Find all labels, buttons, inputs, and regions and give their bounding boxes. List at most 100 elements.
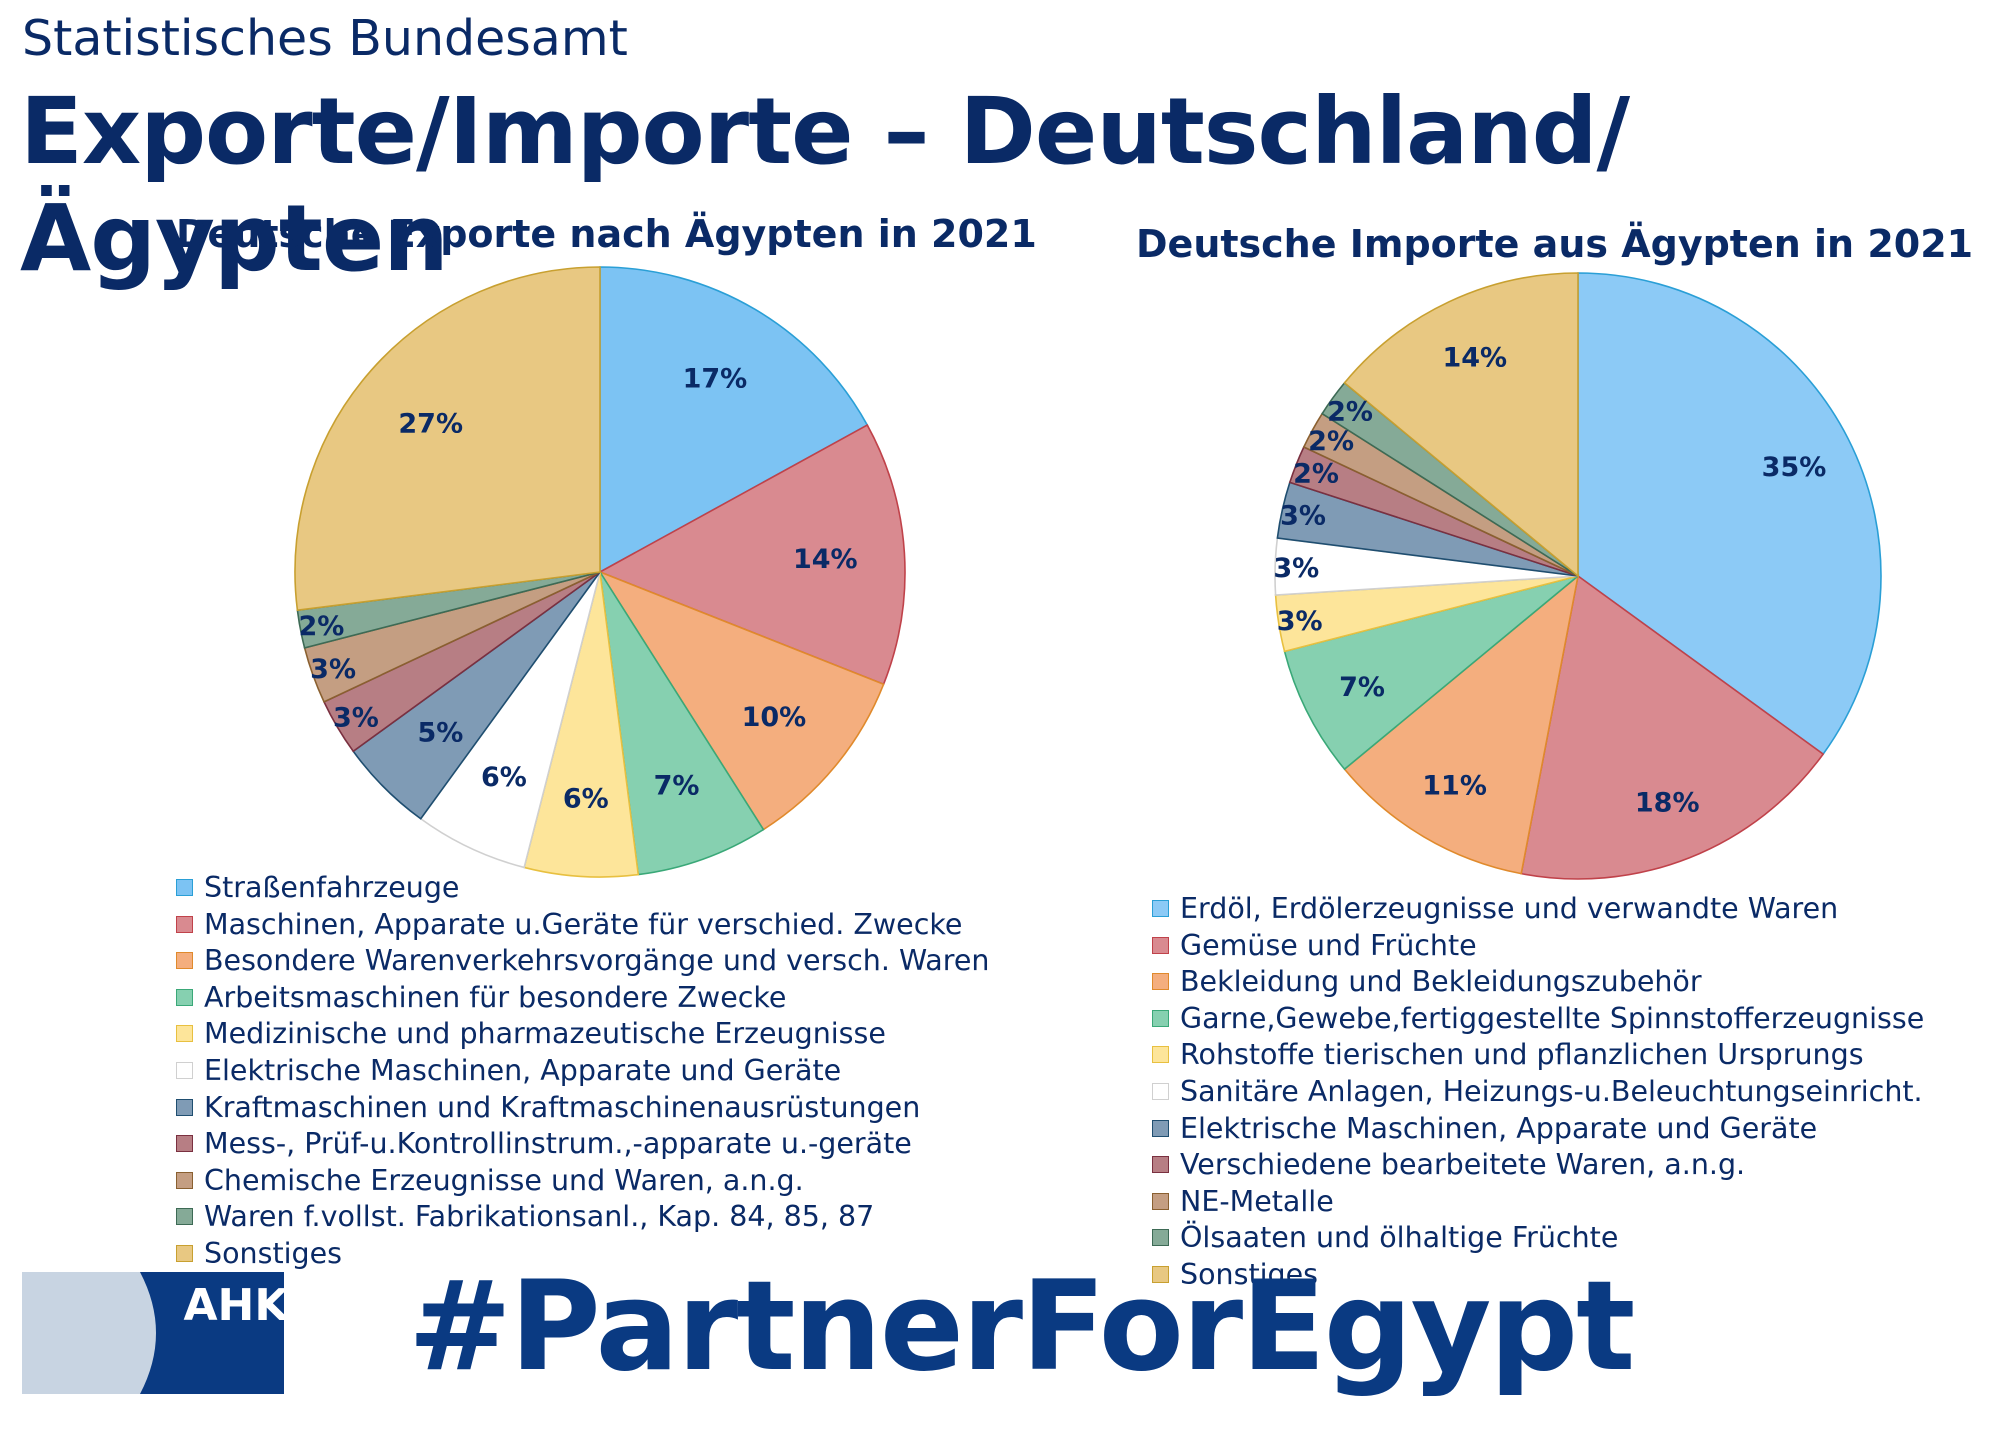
import-legend-label: Erdöl, Erdölerzeugnisse und verwandte Wa…: [1180, 892, 1839, 925]
export-legend-item: Waren f.vollst. Fabrikationsanl., Kap. 8…: [176, 1199, 989, 1236]
import-legend-item: Erdöl, Erdölerzeugnisse und verwandte Wa…: [1152, 891, 1924, 928]
import-legend-item: Bekleidung und Bekleidungszubehör: [1152, 964, 1924, 1001]
page-title: Exporte/Importe – Deutschland/Ägypten: [20, 78, 1630, 292]
export-slice-label: 6%: [563, 783, 609, 814]
import-legend-label: Ölsaaten und ölhaltige Früchte: [1180, 1221, 1619, 1255]
export-slice-straßenfahrzeuge: [599, 266, 869, 574]
export-chart-title: Deutsche Exporte nach Ägypten in 2021: [176, 212, 1037, 256]
import-legend-swatch: [1152, 1082, 1169, 1100]
export-slice-label: 17%: [683, 364, 748, 395]
import-slice-label: 3%: [1280, 501, 1326, 532]
import-legend-label: Elektrische Maschinen, Apparate und Gerä…: [1180, 1111, 1818, 1145]
import-slice-label: 7%: [1339, 672, 1385, 703]
export-legend-swatch: [176, 1135, 193, 1153]
export-legend-label: Maschinen, Apparate u.Geräte für verschi…: [204, 907, 963, 941]
import-legend-swatch: [1152, 973, 1169, 991]
import-legend-swatch: [1152, 1046, 1169, 1064]
export-legend-label: Medizinische und pharmazeutische Erzeugn…: [204, 1017, 886, 1051]
import-legend-label: Sanitäre Anlagen, Heizungs-u.Beleuchtung…: [1180, 1074, 1923, 1108]
export-legend-swatch: [176, 1171, 193, 1189]
export-legend-item: Besondere Warenverkehrsvorgänge und vers…: [176, 943, 989, 980]
import-slice-label: 18%: [1635, 787, 1700, 818]
export-legend-label: Mess-, Prüf-u.Kontrollinstrum.,-apparate…: [204, 1127, 912, 1161]
import-legend-label: Gemüse und Früchte: [1180, 928, 1477, 962]
import-slice-label: 2%: [1293, 458, 1339, 489]
export-legend-label: Waren f.vollst. Fabrikationsanl., Kap. 8…: [204, 1200, 875, 1234]
import-legend-label: Rohstoffe tierischen und pflanzlichen Ur…: [1180, 1038, 1864, 1072]
export-legend-swatch: [176, 1061, 193, 1079]
import-legend-swatch: [1152, 1009, 1169, 1027]
export-legend-swatch: [176, 1098, 193, 1116]
import-legend-label: Verschiedene bearbeitete Waren, a.n.g.: [1180, 1148, 1746, 1182]
export-slice-label: 27%: [398, 409, 463, 440]
import-legend-swatch: [1152, 1192, 1169, 1210]
export-slice-label: 3%: [310, 654, 356, 685]
export-legend-swatch: [176, 879, 193, 896]
export-legend-swatch: [176, 915, 193, 933]
import-legend-label: Sonstiges: [1180, 1257, 1319, 1291]
import-slice-label: 3%: [1277, 606, 1323, 637]
import-legend-swatch: [1152, 1156, 1169, 1174]
import-pie: 35%18%11%7%3%3%3%2%2%2%14%: [1273, 272, 1882, 880]
export-slice-arbeitsmaschinen-für-besondere-zwecke: [599, 571, 765, 876]
hashtag-slogan: #PartnerForEgypt: [408, 1255, 1635, 1399]
import-legend-item: NE-Metalle: [1152, 1184, 1924, 1221]
export-slice-maschinen-apparate-u-geräte-für-verschied-zwecke: [598, 423, 906, 686]
import-slice-label: 11%: [1422, 771, 1487, 802]
import-legend-item: Rohstoffe tierischen und pflanzlichen Ur…: [1152, 1037, 1924, 1074]
export-pie: 17% 14% 10% 7% 6% 6% 5% 3% 3% 2% 27%: [294, 266, 906, 878]
export-legend-swatch: [176, 1208, 193, 1226]
import-legend-item: Sanitäre Anlagen, Heizungs-u.Beleuchtung…: [1152, 1074, 1924, 1111]
export-legend-item: Sonstiges: [176, 1236, 989, 1273]
import-legend-item: Ölsaaten und ölhaltige Früchte: [1152, 1220, 1924, 1257]
import-legend-swatch: [1152, 900, 1169, 917]
import-slice-label: 14%: [1442, 343, 1507, 374]
import-slice-gemüse-und-früchte: [1520, 574, 1825, 880]
export-legend-label: Kraftmaschinen und Kraftmaschinenausrüst…: [204, 1090, 921, 1124]
export-slice-label: 6%: [481, 762, 527, 793]
export-slice-label: 7%: [654, 770, 700, 801]
import-legend-item: Gemüse und Früchte: [1152, 928, 1924, 965]
import-legend-item: Sonstiges: [1152, 1257, 1924, 1294]
export-legend-swatch: [176, 1244, 193, 1262]
ahk-logo: AHK: [22, 1272, 284, 1394]
export-legend-label: Chemische Erzeugnisse und Waren, a.n.g.: [204, 1163, 804, 1197]
export-slice-label: 14%: [793, 544, 858, 575]
export-legend-item: Elektrische Maschinen, Apparate und Gerä…: [176, 1053, 989, 1090]
export-legend-label: Sonstiges: [204, 1236, 343, 1270]
import-legend-swatch: [1152, 936, 1169, 954]
import-slice-label: 3%: [1273, 553, 1319, 584]
logo-text: AHK: [184, 1280, 284, 1331]
export-legend-item: Mess-, Prüf-u.Kontrollinstrum.,-apparate…: [176, 1126, 989, 1163]
import-legend-label: Garne,Gewebe,fertiggestellte Spinnstoffe…: [1180, 1001, 1925, 1035]
import-legend-item: Verschiedene bearbeitete Waren, a.n.g.: [1152, 1147, 1924, 1184]
export-legend-label: Straßenfahrzeuge: [204, 871, 460, 904]
export-legend-swatch: [176, 1025, 193, 1043]
import-legend-item: Elektrische Maschinen, Apparate und Gerä…: [1152, 1111, 1924, 1148]
export-legend-swatch: [176, 952, 193, 970]
import-slice-label: 35%: [1762, 452, 1827, 483]
export-legend-item: Medizinische und pharmazeutische Erzeugn…: [176, 1016, 989, 1053]
import-chart-title: Deutsche Importe aus Ägypten in 2021: [1136, 222, 1974, 266]
export-legend-label: Arbeitsmaschinen für besondere Zwecke: [204, 980, 787, 1014]
import-slice-erdöl-erdölerzeugnisse-und-verwandte-waren: [1577, 272, 1882, 756]
import-legend-swatch: [1152, 1265, 1169, 1283]
import-slice-garne-gewebe-fertiggestellte-spinnstofferzeugnisse: [1283, 575, 1579, 771]
import-legend-label: NE-Metalle: [1180, 1184, 1334, 1218]
export-legend-item: Maschinen, Apparate u.Geräte für verschi…: [176, 907, 989, 944]
export-legend-item: Chemische Erzeugnisse und Waren, a.n.g.: [176, 1163, 989, 1200]
export-legend-label: Besondere Warenverkehrsvorgänge und vers…: [204, 944, 990, 978]
logo-dark-shape: [140, 1272, 284, 1394]
import-slice-label: 2%: [1327, 396, 1373, 427]
export-slice-label: 5%: [417, 718, 463, 749]
import-legend-swatch: [1152, 1229, 1169, 1247]
export-legend-label: Elektrische Maschinen, Apparate und Gerä…: [204, 1053, 842, 1087]
import-slice-bekleidung-und-bekleidungszubehör: [1343, 573, 1580, 875]
import-legend-swatch: [1152, 1119, 1169, 1137]
export-slice-label: 10%: [742, 702, 807, 733]
import-slice-label: 2%: [1308, 426, 1354, 457]
export-legend-swatch: [176, 988, 193, 1006]
export-slice-sonstiges: [294, 266, 601, 612]
import-legend: Erdöl, Erdölerzeugnisse und verwandte Wa…: [1152, 891, 1924, 1294]
